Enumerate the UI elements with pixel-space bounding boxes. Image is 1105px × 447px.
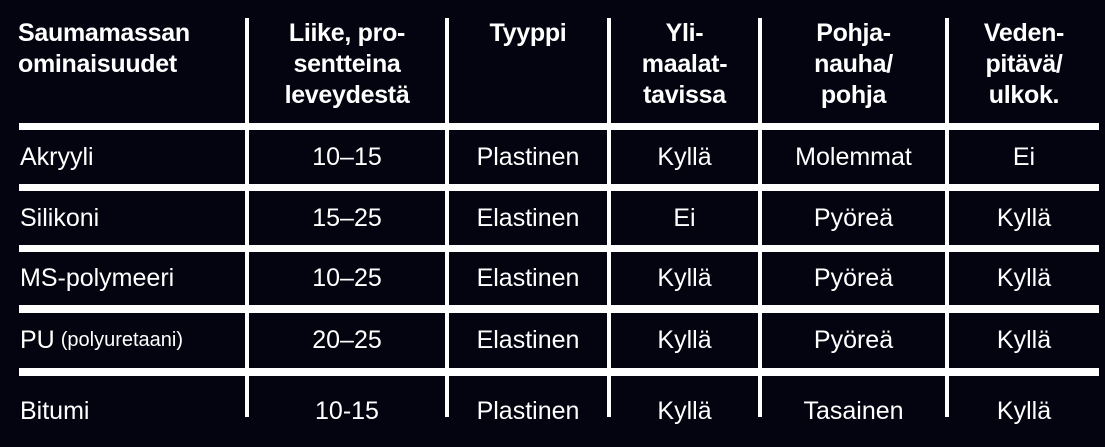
header-line: pitävä/ xyxy=(985,50,1063,78)
column-header: Liike, pro-sentteina leveydestä xyxy=(249,18,445,111)
material-name: Akryyli xyxy=(20,142,94,171)
table-cell: 20–25 xyxy=(312,326,382,354)
material-name: Silikoni xyxy=(20,203,100,232)
table-cell: Ei xyxy=(1012,142,1036,171)
row-label: PU (polyuretaani) xyxy=(20,313,245,368)
table-cell: Kyllä xyxy=(657,397,712,425)
header-line: Pohja- xyxy=(816,19,891,47)
column-divider xyxy=(607,18,611,417)
table-cell: Plastinen xyxy=(476,397,580,425)
table-cell: Plastinen xyxy=(476,142,580,171)
row-label: Akryyli xyxy=(20,130,245,184)
table-cell: Pyöreä xyxy=(813,326,894,354)
column-header: Tyyppi xyxy=(449,18,607,49)
column-divider xyxy=(758,18,762,417)
table-cell: Elastinen xyxy=(476,203,580,232)
row-divider xyxy=(19,123,1099,130)
column-divider xyxy=(445,18,449,417)
row-label: MS-polymeeri xyxy=(20,252,245,305)
header-line: pohja xyxy=(820,81,887,109)
material-name: PU xyxy=(20,326,55,354)
material-note: (polyuretaani) xyxy=(60,329,184,351)
header-line: Tyyppi xyxy=(489,19,567,47)
column-header: Saumamassan ominaisuudet xyxy=(18,18,244,80)
row-label: Bitumi xyxy=(20,376,245,447)
table-cell: 15–25 xyxy=(312,203,382,232)
row-divider xyxy=(19,305,1099,313)
table-cell: 10–25 xyxy=(312,264,382,292)
header-line: ominaisuudet xyxy=(18,50,177,78)
column-header: Veden-pitävä/ulkok. xyxy=(949,18,1099,111)
row-divider xyxy=(19,368,1099,376)
table-cell: Kyllä xyxy=(996,326,1052,354)
header-line: sentteina xyxy=(293,50,401,78)
table-cell: Kyllä xyxy=(996,264,1052,292)
table-cell: Kyllä xyxy=(657,142,712,171)
row-divider xyxy=(19,184,1099,191)
table-cell: Kyllä xyxy=(996,397,1052,425)
material-name: MS-polymeeri xyxy=(20,264,175,292)
header-line: leveydestä xyxy=(284,81,410,109)
header-line: nauha/ xyxy=(814,50,893,78)
table-cell: Kyllä xyxy=(657,264,712,292)
table-cell: 10-15 xyxy=(315,397,379,425)
header-line: Saumamassan xyxy=(18,19,190,47)
header-line: Veden- xyxy=(983,19,1065,47)
row-divider xyxy=(19,245,1099,252)
table-cell: Pyöreä xyxy=(813,203,894,232)
table-cell: Ei xyxy=(673,203,696,232)
column-header: Pohja-nauha/pohja xyxy=(762,18,945,111)
material-name: Bitumi xyxy=(20,397,90,425)
header-line: maalat- xyxy=(641,50,728,78)
row-label: Silikoni xyxy=(20,191,245,245)
header-line: ulkok. xyxy=(988,81,1060,109)
table-cell: Molemmat xyxy=(795,142,912,171)
column-header: Yli-maalat-tavissa xyxy=(611,18,758,111)
table-cell: Kyllä xyxy=(996,203,1052,232)
column-divider xyxy=(945,18,949,417)
table-cell: Kyllä xyxy=(657,326,712,354)
table-cell: 10–15 xyxy=(312,142,382,171)
header-line: Liike, pro- xyxy=(288,19,406,47)
table-cell: Elastinen xyxy=(476,326,580,354)
column-divider xyxy=(245,18,249,417)
header-line: tavissa xyxy=(643,81,726,109)
table-cell: Tasainen xyxy=(803,397,904,425)
header-line: Yli- xyxy=(665,19,704,47)
table-cell: Pyöreä xyxy=(813,264,894,292)
table-cell: Elastinen xyxy=(476,264,580,292)
